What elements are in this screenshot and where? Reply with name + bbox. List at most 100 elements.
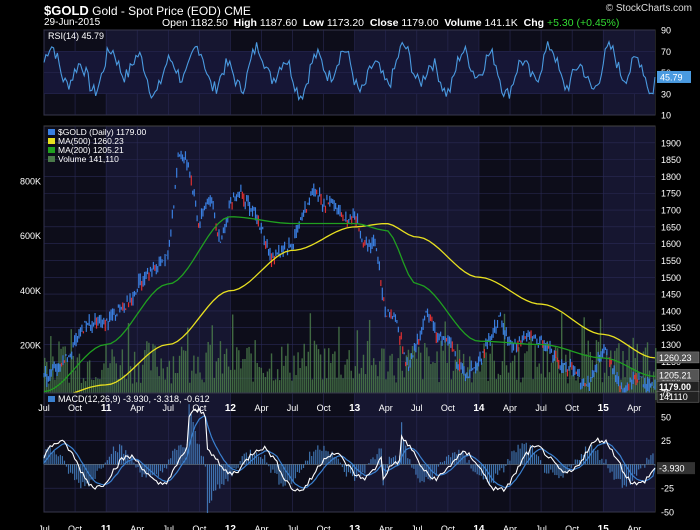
volume-bar: [162, 368, 164, 400]
volume-bar: [544, 377, 547, 400]
volume-bar: [160, 358, 162, 400]
volume-bar: [501, 361, 504, 400]
volume-bar: [415, 358, 418, 400]
volume-bar: [428, 356, 430, 400]
volume-bar: [180, 346, 183, 400]
x-tick-label: 12: [225, 524, 237, 530]
volume-bar: [199, 372, 201, 400]
x-tick-label: 12: [225, 403, 237, 414]
volume-bar: [201, 379, 203, 400]
x-tick-label: 11: [101, 403, 112, 414]
volume-bar: [536, 366, 538, 400]
volume-bar: [232, 314, 234, 400]
volume-bar: [395, 382, 397, 400]
volume-tick-label: 600K: [20, 231, 41, 241]
volume-bar: [370, 365, 373, 400]
volume-bar: [281, 346, 283, 400]
volume-bar: [608, 376, 610, 400]
volume-bar: [387, 371, 389, 400]
volume-bar: [622, 350, 624, 400]
volume-bar: [640, 376, 643, 400]
volume-bar: [332, 353, 334, 400]
macd-signal-line: [43, 415, 656, 489]
volume-bar: [326, 378, 328, 400]
volume-bar: [368, 319, 371, 400]
price-tag-box: [656, 351, 700, 364]
volume-bar: [542, 344, 545, 400]
volume-bar: [489, 353, 491, 400]
volume-bar: [558, 373, 561, 400]
x-tick-label: Jul: [163, 524, 175, 530]
macd-tick-label: -25: [661, 484, 674, 494]
volume-bar: [587, 340, 589, 400]
volume-bar: [495, 379, 498, 400]
volume-bar: [144, 349, 146, 400]
volume-bar: [336, 377, 338, 400]
volume-bar: [158, 376, 160, 400]
volume-bar: [317, 349, 320, 400]
legend-volume-swatch: [48, 156, 55, 162]
volume-bar: [44, 357, 46, 400]
volume-bar: [436, 351, 438, 400]
x-tick-label: Oct: [192, 524, 207, 530]
volume-bar: [491, 343, 493, 400]
volume-bar: [448, 341, 451, 400]
volume-bar: [86, 361, 89, 400]
volume-bar: [270, 353, 273, 400]
chg-label: Chg: [523, 17, 545, 29]
price-tick-label: 1400: [661, 306, 681, 316]
x-tick-label: Apr: [379, 403, 393, 413]
open-value: 1182.50: [190, 17, 228, 29]
volume-bar: [133, 351, 136, 400]
volume-bar: [375, 364, 377, 400]
volume-bar: [548, 372, 551, 400]
volume-bar: [407, 349, 410, 400]
volume-bar: [628, 344, 630, 400]
volume-bar: [618, 343, 620, 400]
volume-bar: [197, 356, 199, 400]
x-tick-label: Jul: [287, 403, 299, 413]
x-tick-label: 13: [349, 403, 361, 414]
volume-bar: [432, 362, 434, 400]
volume-bar: [532, 379, 534, 400]
volume-bar: [266, 371, 269, 400]
legend-ma200: MA(200) 1205.21: [58, 145, 124, 155]
x-tick-label: Apr: [130, 403, 144, 413]
volume-bar: [350, 370, 352, 400]
volume-bar: [125, 379, 128, 400]
volume-bar: [248, 346, 250, 400]
legend-ma500: MA(500) 1260.23: [58, 136, 124, 146]
volume-bar: [334, 351, 336, 400]
volume-bar: [176, 373, 179, 400]
volume-bar: [291, 380, 293, 400]
volume-bar: [358, 373, 361, 400]
volume-bar: [64, 346, 66, 400]
volume-bar: [342, 378, 344, 400]
volume-bar: [70, 329, 72, 400]
x-tick-label: 14: [473, 524, 485, 530]
volume-bar: [182, 350, 185, 400]
volume-bar: [299, 368, 301, 400]
volume-bar: [54, 379, 56, 400]
volume-bar: [223, 354, 226, 400]
volume-bar: [111, 349, 113, 400]
x-tick-label: Oct: [565, 524, 580, 530]
volume-label: Volume: [444, 17, 482, 29]
volume-bar: [471, 382, 473, 400]
macd-legend-swatch: [48, 396, 55, 402]
volume-bar: [131, 383, 134, 400]
volume-bar: [430, 364, 432, 400]
volume-bar: [258, 366, 260, 400]
volume-bar: [66, 358, 68, 400]
volume-bar: [148, 342, 150, 400]
volume-bar: [303, 343, 305, 400]
x-tick-label: Apr: [627, 403, 641, 413]
x-tick-label: 13: [349, 524, 361, 530]
volume-bar: [48, 383, 50, 400]
volume-bar: [295, 375, 297, 400]
volume-bar: [556, 348, 559, 400]
volume-bar: [583, 317, 585, 400]
volume-bar: [272, 380, 275, 400]
volume-bar: [652, 371, 655, 400]
